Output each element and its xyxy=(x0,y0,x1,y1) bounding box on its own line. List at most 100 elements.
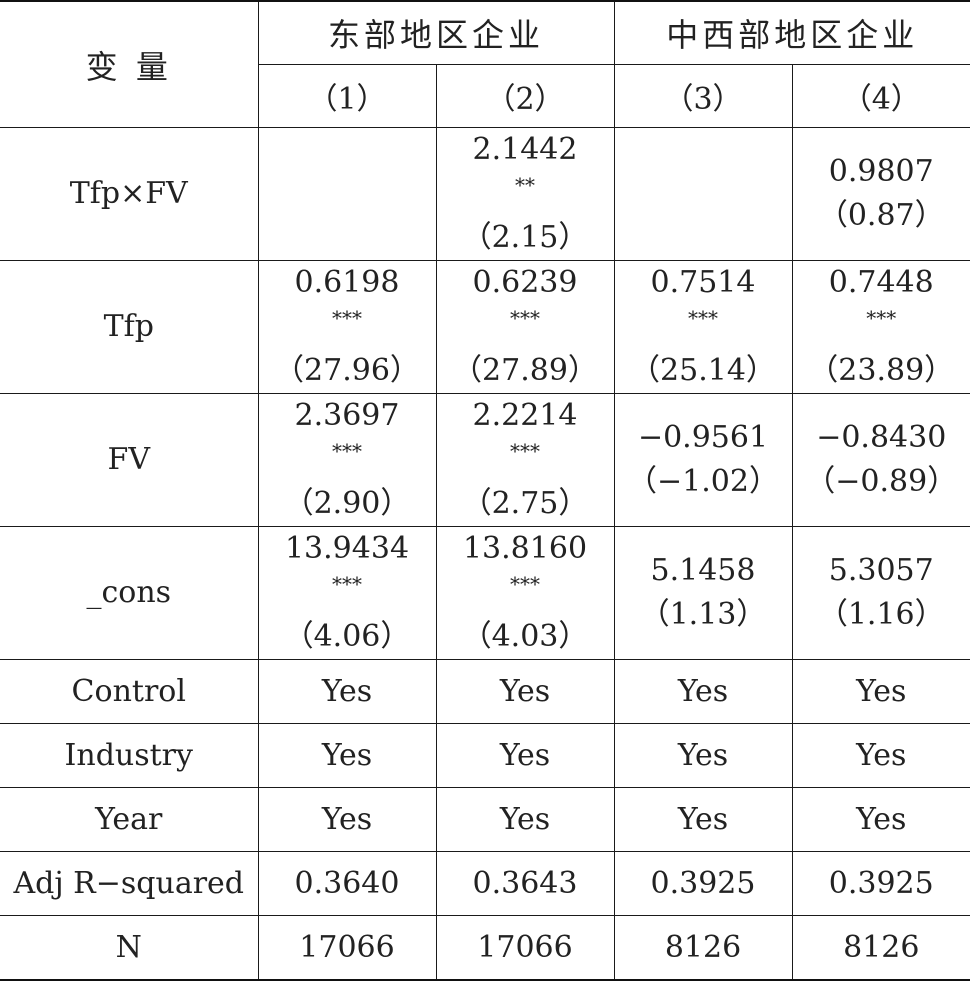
t-statistic: （4.03） xyxy=(461,619,589,654)
coefficient: 0.6239 xyxy=(472,265,578,300)
significance-stars: *** xyxy=(510,572,540,596)
coefficient: 0.9807 xyxy=(828,154,934,189)
table-cell: 0.6198 *** （27.96） xyxy=(257,260,437,394)
table-cell: Yes xyxy=(791,659,970,724)
coefficient: 13.8160 xyxy=(462,531,588,566)
significance-stars: *** xyxy=(510,439,540,463)
significance-stars: ** xyxy=(515,173,535,197)
header-row-columns: （1） （2） （3） （4） xyxy=(0,64,970,128)
table-cell: 5.1458 （1.13） xyxy=(613,526,793,660)
table-cell: 0.3925 xyxy=(791,851,970,916)
t-statistic: （2.15） xyxy=(461,220,589,255)
t-statistic: （4.06） xyxy=(283,619,411,654)
table-cell: Yes xyxy=(257,787,437,852)
table-cell: 2.1442 ** （2.15） xyxy=(435,127,615,261)
table-cell xyxy=(613,127,793,261)
table-cell: 2.3697 *** （2.90） xyxy=(257,393,437,527)
row-label: Year xyxy=(0,787,259,852)
row-label: Adj R−squared xyxy=(0,851,259,916)
t-statistic: （27.89） xyxy=(452,353,598,388)
table-cell: Yes xyxy=(257,723,437,788)
significance-stars: *** xyxy=(866,306,897,330)
table-row: Adj R−squared 0.3640 0.3643 0.3925 0.392… xyxy=(0,851,970,916)
table-cell: 17066 xyxy=(435,915,615,981)
coefficient: 5.1458 xyxy=(650,553,756,588)
row-label: Control xyxy=(0,659,259,724)
group-header-east: 东部地区企业 xyxy=(257,0,615,65)
coefficient: 0.7514 xyxy=(650,265,756,300)
table-cell: Yes xyxy=(435,659,615,724)
t-statistic: （27.96） xyxy=(274,353,420,388)
table-cell: 0.7514 *** （25.14） xyxy=(613,260,793,394)
significance-stars: *** xyxy=(332,439,362,463)
significance-stars: *** xyxy=(332,572,362,596)
significance-stars: *** xyxy=(332,306,362,330)
table-cell: Yes xyxy=(791,723,970,788)
t-statistic: （1.16） xyxy=(817,597,945,632)
table-cell: 2.2214 *** （2.75） xyxy=(435,393,615,527)
table-cell: 13.8160 *** （4.03） xyxy=(435,526,615,660)
table-cell: Yes xyxy=(435,787,615,852)
row-label: Tfp×FV xyxy=(0,127,259,261)
header-row-groups: 变 量 东部地区企业 中西部地区企业 xyxy=(0,0,970,128)
group-header-midwest: 中西部地区企业 xyxy=(613,0,970,65)
coefficient: 2.3697 xyxy=(294,398,400,433)
table-cell: 0.7448 *** （23.89） xyxy=(791,260,970,394)
variable-header: 变 量 xyxy=(0,0,259,128)
column-header-2: （2） xyxy=(435,64,615,128)
table-cell: 0.3643 xyxy=(435,851,615,916)
table-cell: Yes xyxy=(257,659,437,724)
table-cell: 0.3925 xyxy=(613,851,793,916)
table-cell: 8126 xyxy=(613,915,793,981)
t-statistic: （0.87） xyxy=(817,198,945,233)
table-cell xyxy=(257,127,437,261)
table-cell: Yes xyxy=(435,723,615,788)
coefficient: 2.1442 xyxy=(472,132,578,167)
coefficient: −0.8430 xyxy=(816,420,947,455)
table-cell: −0.9561 （−1.02） xyxy=(613,393,793,527)
table-cell: 17066 xyxy=(257,915,437,981)
table-row: FV 2.3697 *** （2.90） 2.2214 *** （2.75） −0.95… xyxy=(0,393,970,527)
table-cell: 8126 xyxy=(791,915,970,981)
t-statistic: （−1.02） xyxy=(627,464,779,499)
coefficient: 2.2214 xyxy=(472,398,578,433)
significance-stars: *** xyxy=(688,306,718,330)
t-statistic: （25.14） xyxy=(630,353,776,388)
row-label: _cons xyxy=(0,526,259,660)
table-cell: 0.6239 *** （27.89） xyxy=(435,260,615,394)
table-cell: Yes xyxy=(613,787,793,852)
table-row: Control Yes Yes Yes Yes xyxy=(0,659,970,724)
t-statistic: （2.90） xyxy=(283,486,411,521)
column-header-3: （3） xyxy=(613,64,793,128)
row-label: FV xyxy=(0,393,259,527)
coefficient: −0.9561 xyxy=(637,420,769,455)
coefficient: 0.6198 xyxy=(294,265,400,300)
table-cell: −0.8430 （−0.89） xyxy=(791,393,970,527)
table-cell: Yes xyxy=(613,723,793,788)
table-cell: Yes xyxy=(613,659,793,724)
column-header-4: （4） xyxy=(791,64,970,128)
t-statistic: （1.13） xyxy=(639,597,767,632)
table-cell: Yes xyxy=(791,787,970,852)
t-statistic: （2.75） xyxy=(461,486,589,521)
table-cell: 0.3640 xyxy=(257,851,437,916)
significance-stars: *** xyxy=(510,306,540,330)
row-label: Industry xyxy=(0,723,259,788)
table-cell: 13.9434 *** （4.06） xyxy=(257,526,437,660)
column-header-1: （1） xyxy=(258,64,437,128)
table-cell: 5.3057 （1.16） xyxy=(791,526,970,660)
table-row: Year Yes Yes Yes Yes xyxy=(0,787,970,852)
coefficient: 0.7448 xyxy=(828,265,934,300)
t-statistic: （−0.89） xyxy=(805,464,958,499)
table-row: _cons 13.9434 *** （4.06） 13.8160 *** （4.03） … xyxy=(0,526,970,660)
table-row: Industry Yes Yes Yes Yes xyxy=(0,723,970,788)
t-statistic: （23.89） xyxy=(808,353,955,388)
coefficient: 13.9434 xyxy=(284,531,410,566)
table-cell: 0.9807 （0.87） xyxy=(791,127,970,261)
row-label: Tfp xyxy=(0,260,259,394)
row-label: N xyxy=(0,915,259,981)
table-row: Tfp 0.6198 *** （27.96） 0.6239 *** （27.89） 0.… xyxy=(0,260,970,394)
table-row: Tfp×FV 2.1442 ** （2.15） 0.9807 （0.87） xyxy=(0,127,970,261)
